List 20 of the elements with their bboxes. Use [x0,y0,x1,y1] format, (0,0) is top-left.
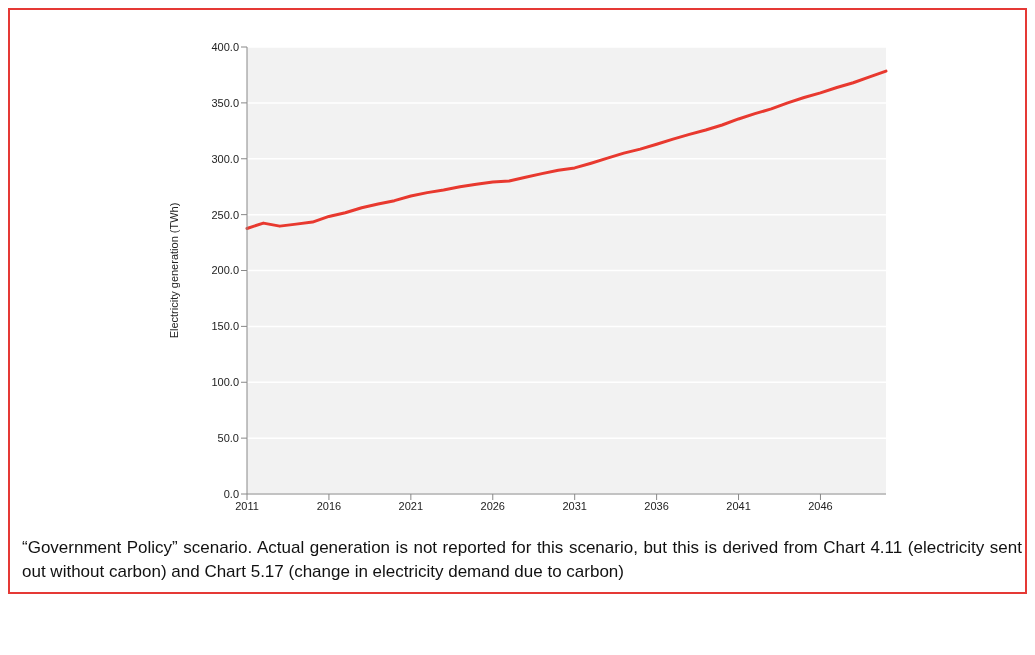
y-tick-label: 100.0 [211,376,239,389]
text: “Government Policy” scenario. Actual generation is not reported for this scenario, but this is derived from Chart 4.11 (electricity sent out without carbon) and Chart 5.17 (change in electricity demand due to carbon) [21,537,1022,583]
x-tick-label: 2016 [316,499,342,512]
x-tick-label: 2041 [726,499,751,512]
x-tick-label: 2011 [235,499,259,512]
y-axis-title: Electricity generation (TWh) [167,202,180,339]
y-tick-label: 0.0 [223,487,239,500]
y-tick-label: 50.0 [217,432,239,445]
y-tick-label: 250.0 [211,208,239,221]
x-tick-label: 2036 [644,499,669,512]
x-tick-label: 2026 [480,499,506,512]
line-series [245,69,888,230]
y-tick-label: 200.0 [211,264,239,277]
y-tick-label: 300.0 [211,152,239,165]
y-tick-label: 150.0 [211,320,239,333]
x-tick-label: 2046 [808,499,833,512]
x-tick-label: 2021 [398,499,424,512]
y-tick-label: 350.0 [211,96,239,109]
y-tick-label: 400.0 [211,40,239,53]
x-tick-label: 2031 [562,499,587,512]
